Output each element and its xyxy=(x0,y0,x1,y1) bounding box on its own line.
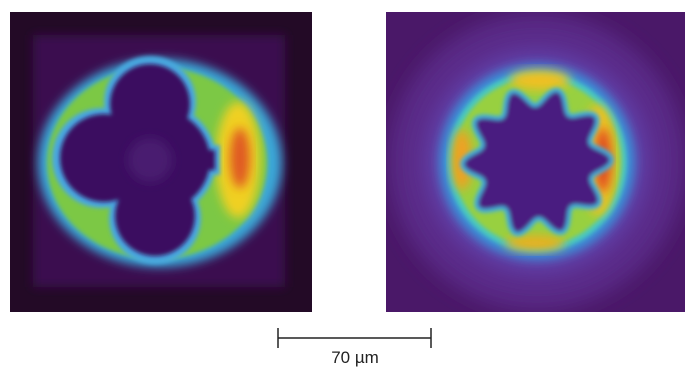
scale-bar: 70 µm xyxy=(277,328,432,367)
gear-shape xyxy=(460,87,614,237)
scale-label: 70 µm xyxy=(331,348,379,367)
left-image xyxy=(10,12,312,312)
right-image xyxy=(386,12,685,312)
